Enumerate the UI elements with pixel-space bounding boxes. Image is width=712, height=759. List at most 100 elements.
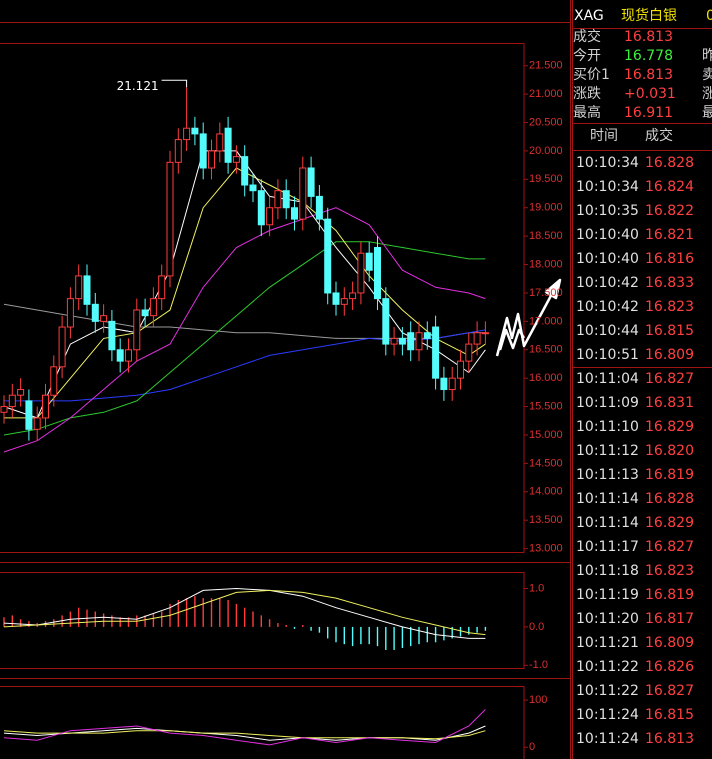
candle-body	[224, 127, 232, 163]
indicator-line	[3, 241, 486, 436]
y-tick-label: -1.0	[529, 659, 548, 671]
histogram-bar	[335, 626, 337, 643]
candle-body	[473, 332, 481, 345]
quote-label: 买价1	[573, 67, 610, 83]
indicator-line	[3, 207, 486, 453]
candle-body	[340, 298, 348, 305]
indicator-line	[3, 725, 486, 741]
y-tick-label: 18.500	[529, 230, 563, 242]
tick-time: 10:11:21	[576, 635, 639, 651]
candle-body	[66, 298, 74, 328]
y-tick-label: 18.000	[529, 258, 563, 270]
y-tick-label: 17.500	[529, 287, 563, 299]
candle-body	[125, 349, 132, 362]
histogram-bar	[310, 626, 312, 631]
candle-body	[174, 139, 182, 163]
y-tick-label: 0.0	[529, 621, 544, 633]
indicator-line	[3, 589, 486, 636]
candle-body	[282, 190, 290, 209]
histogram-bar	[476, 626, 478, 633]
candle-body	[315, 195, 323, 220]
histogram-bar	[227, 600, 229, 627]
tick-price: 16.819	[645, 467, 694, 483]
tick-time: 10:11:19	[576, 587, 639, 603]
tick-time: 10:10:42	[576, 299, 639, 315]
candle-body	[216, 133, 224, 152]
candle-body	[166, 161, 174, 277]
tick-time: 10:10:40	[576, 251, 639, 267]
histogram-bar	[343, 626, 345, 645]
histogram-bar	[244, 607, 246, 627]
tick-time: 10:11:18	[576, 563, 639, 579]
tick-price: 16.817	[645, 611, 694, 627]
y-tick-label: 13.500	[529, 514, 563, 526]
tick-time: 10:11:20	[576, 611, 639, 627]
candle-body	[274, 190, 282, 209]
quote-side-label: 卖	[702, 67, 712, 83]
quote-side-label: 昨	[702, 48, 712, 64]
quote-value: 16.813	[624, 29, 673, 45]
histogram-bar	[144, 615, 146, 627]
candle-body	[257, 190, 265, 226]
tick-time: 10:10:34	[576, 179, 639, 195]
quote-value: 16.813	[624, 67, 673, 83]
histogram-bar	[3, 617, 5, 627]
tick-time: 10:10:35	[576, 203, 639, 219]
candle-body	[332, 292, 340, 305]
tick-time: 10:11:14	[576, 515, 639, 531]
tick-time: 10:11:04	[576, 371, 639, 387]
y-tick-label: 19.000	[529, 202, 563, 214]
tick-time: 10:11:22	[576, 683, 639, 699]
ticks-header-price: 成交	[645, 127, 673, 144]
histogram-bar	[418, 626, 420, 645]
candle-body	[100, 315, 108, 322]
candle-body	[415, 332, 423, 351]
tick-price: 16.823	[645, 299, 694, 315]
candle-body	[83, 275, 91, 305]
candle-body	[50, 366, 58, 396]
candle-body	[448, 377, 456, 391]
candle-body	[199, 133, 207, 169]
tick-time: 10:11:22	[576, 659, 639, 675]
histogram-bar	[393, 626, 395, 650]
histogram-bar	[194, 596, 196, 627]
drawn-arrow	[495, 278, 562, 357]
quote-side-label: 涨	[702, 86, 712, 102]
candle-body	[42, 394, 49, 419]
tick-time: 10:10:34	[576, 155, 639, 171]
symbol-extra: 0	[706, 8, 712, 24]
candle-body	[249, 184, 257, 192]
histogram-bar	[268, 619, 271, 627]
tick-price: 16.816	[645, 251, 694, 267]
tick-time: 10:10:40	[576, 227, 639, 243]
candle-body	[266, 207, 274, 226]
annotation: 21.121	[117, 79, 159, 93]
y-tick-label: 15.000	[529, 429, 563, 441]
histogram-bar	[401, 626, 404, 649]
y-tick-label: 19.500	[529, 173, 563, 185]
candle-body	[25, 400, 33, 430]
candle-body	[33, 417, 41, 430]
quote-label: 成交	[573, 28, 601, 45]
y-tick-label: 21.500	[529, 60, 563, 72]
indicator-line	[3, 587, 486, 639]
tick-time: 10:11:12	[576, 443, 639, 459]
candle-body	[191, 127, 199, 135]
histogram-bar	[285, 624, 287, 627]
tick-price: 16.821	[645, 227, 694, 243]
candle-body	[398, 337, 406, 345]
candle-body	[149, 298, 157, 317]
candle-body	[374, 247, 381, 300]
y-tick-label: 14.500	[529, 457, 563, 469]
candle-body	[440, 377, 448, 391]
symbol-name: 现货白银	[621, 7, 677, 24]
tick-price: 16.813	[645, 731, 694, 747]
histogram-bar	[318, 626, 321, 633]
histogram-bar	[451, 626, 453, 639]
histogram-bar	[152, 613, 155, 627]
candle-body	[133, 309, 141, 351]
histogram-bar	[302, 624, 304, 627]
histogram-bar	[219, 598, 221, 627]
histogram-bar	[459, 626, 462, 637]
tick-price: 16.827	[645, 683, 694, 699]
